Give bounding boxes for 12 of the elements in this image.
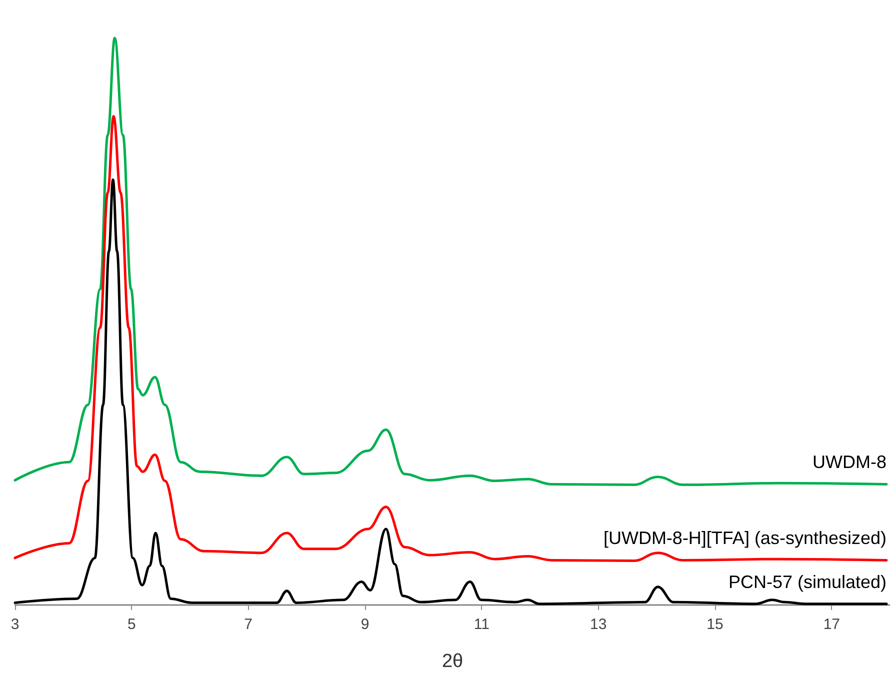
series-label: UWDM-8 (812, 452, 886, 472)
x-tick-label: 9 (360, 616, 370, 633)
x-tick-label: 5 (127, 616, 136, 633)
x-tick-label: 15 (706, 616, 724, 633)
x-tick-label: 13 (590, 616, 607, 633)
series-label: PCN-57 (simulated) (728, 572, 886, 592)
x-tick-label: 7 (244, 616, 253, 633)
x-tick-label: 17 (823, 616, 840, 633)
x-axis-title: 2θ (442, 651, 464, 672)
x-tick-label: 11 (474, 616, 490, 633)
series-label: [UWDM-8-H][TFA] (as-synthesized) (603, 528, 886, 548)
x-tick-label: 3 (10, 616, 20, 633)
